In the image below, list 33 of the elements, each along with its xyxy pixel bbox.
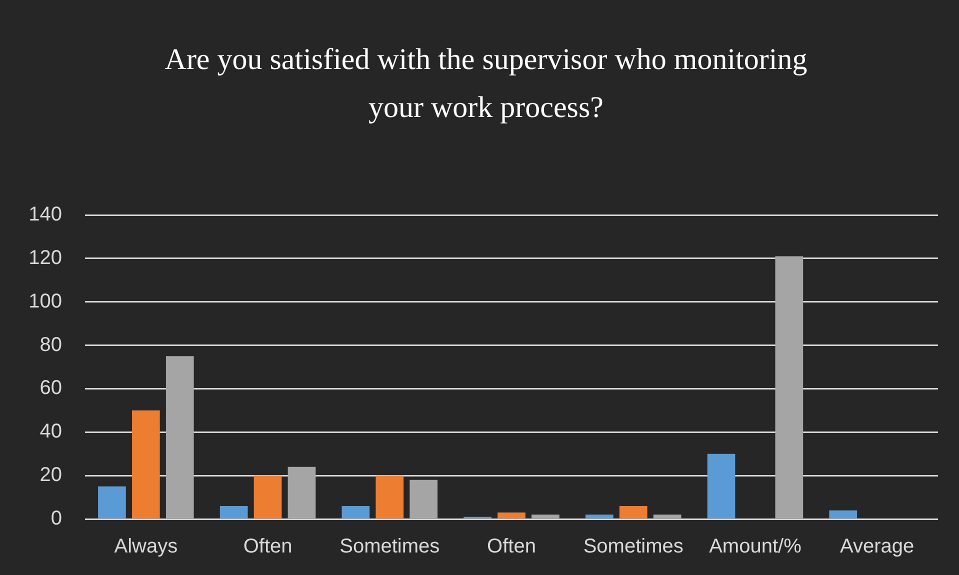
bar — [707, 454, 736, 518]
x-tick-label: Average — [840, 536, 914, 558]
x-tick-label: Sometimes — [583, 536, 684, 558]
bar — [254, 476, 282, 518]
chart-title: Are you satisfied with the supervisor who monitoring your work process? — [164, 42, 808, 126]
bar — [410, 480, 438, 518]
bar — [585, 514, 614, 518]
y-tick-label: 80 — [40, 334, 62, 356]
bar — [619, 506, 648, 518]
x-tick-label: Always — [114, 536, 178, 558]
bar — [829, 510, 858, 518]
bar — [532, 514, 560, 518]
bar — [132, 410, 160, 518]
y-tick-label: 100 — [28, 290, 62, 312]
bar — [98, 486, 126, 518]
y-tick-label: 120 — [28, 246, 62, 269]
bar — [653, 514, 682, 518]
bar — [775, 256, 804, 518]
x-tick-label: Sometimes — [340, 536, 440, 558]
bar — [288, 466, 316, 518]
y-tick-label: 20 — [40, 464, 62, 486]
y-tick-label: 40 — [40, 420, 62, 443]
x-tick-label: Amount/% — [709, 536, 802, 558]
bar — [498, 512, 526, 518]
bar — [166, 356, 194, 518]
x-tick-label: Often — [487, 536, 536, 558]
bar — [376, 476, 404, 518]
x-tick-label: Often — [243, 536, 292, 558]
y-tick-label: 140 — [28, 204, 62, 226]
bar — [220, 506, 248, 518]
bar — [342, 506, 370, 518]
y-tick-label: 0 — [50, 508, 62, 530]
y-tick-label: 60 — [40, 377, 62, 400]
